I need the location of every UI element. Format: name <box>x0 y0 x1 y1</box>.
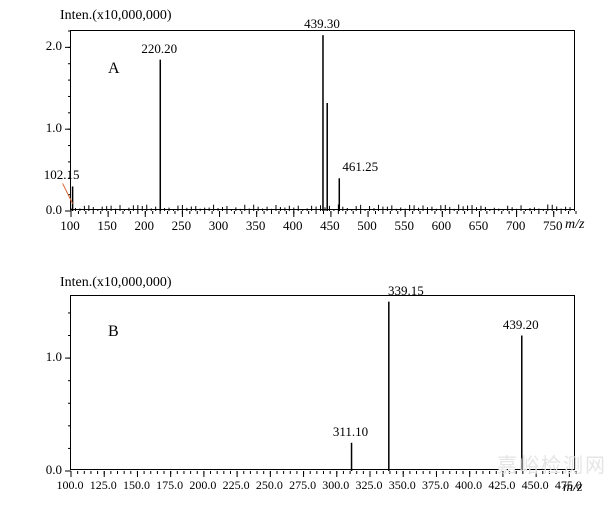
panel-b-y-title: Inten.(x10,000,000) <box>60 275 172 291</box>
x-tick-label: 250.0 <box>256 478 283 493</box>
x-tick-label: 350 <box>246 218 266 234</box>
x-tick-label: 400.0 <box>455 478 482 493</box>
panel-a-y-title: Inten.(x10,000,000) <box>60 8 172 24</box>
y-tick-label: 2.0 <box>32 38 62 54</box>
x-tick-label: 175.0 <box>156 478 183 493</box>
x-tick-label: 150.0 <box>123 478 150 493</box>
x-tick-label: 275.0 <box>289 478 316 493</box>
x-tick-label: 200.0 <box>189 478 216 493</box>
x-tick-label: 400 <box>283 218 303 234</box>
x-tick-label: 425.0 <box>488 478 515 493</box>
peak-label: 339.15 <box>388 283 424 299</box>
x-tick-label: 325.0 <box>356 478 383 493</box>
x-tick-label: 250 <box>172 218 192 234</box>
x-tick-label: 300.0 <box>322 478 349 493</box>
x-tick-label: 300 <box>209 218 229 234</box>
x-tick-label: 700 <box>506 218 526 234</box>
panel-a-x-title: m/z <box>565 217 584 233</box>
x-tick-label: 200 <box>135 218 155 234</box>
y-tick-label: 1.0 <box>32 349 62 365</box>
x-tick-label: 450.0 <box>522 478 549 493</box>
x-tick-label: 375.0 <box>422 478 449 493</box>
peak-label: 102.15 <box>44 167 80 183</box>
peak-label: 439.20 <box>503 317 539 333</box>
peak-label: 220.20 <box>141 41 177 57</box>
x-tick-label: 475.0 <box>555 478 582 493</box>
x-tick-label: 500 <box>357 218 377 234</box>
y-tick-label: 0.0 <box>32 462 62 478</box>
x-tick-label: 125.0 <box>90 478 117 493</box>
x-tick-label: 600 <box>432 218 452 234</box>
peak-label: 461.25 <box>342 159 378 175</box>
y-tick-label: 1.0 <box>32 120 62 136</box>
panel-a-plot <box>70 30 575 210</box>
x-tick-label: 100 <box>60 218 80 234</box>
peak-label: 311.10 <box>333 424 368 440</box>
watermark: 嘉峪检测网 <box>497 449 607 478</box>
x-tick-label: 650 <box>469 218 489 234</box>
x-tick-label: 750 <box>543 218 563 234</box>
x-tick-label: 225.0 <box>223 478 250 493</box>
x-tick-label: 450 <box>320 218 340 234</box>
x-tick-label: 150 <box>97 218 117 234</box>
x-tick-label: 100.0 <box>57 478 84 493</box>
y-tick-label: 0.0 <box>32 202 62 218</box>
x-tick-label: 350.0 <box>389 478 416 493</box>
x-tick-label: 550 <box>394 218 414 234</box>
panel-b-plot <box>70 295 575 470</box>
peak-label: 439.30 <box>304 16 340 32</box>
